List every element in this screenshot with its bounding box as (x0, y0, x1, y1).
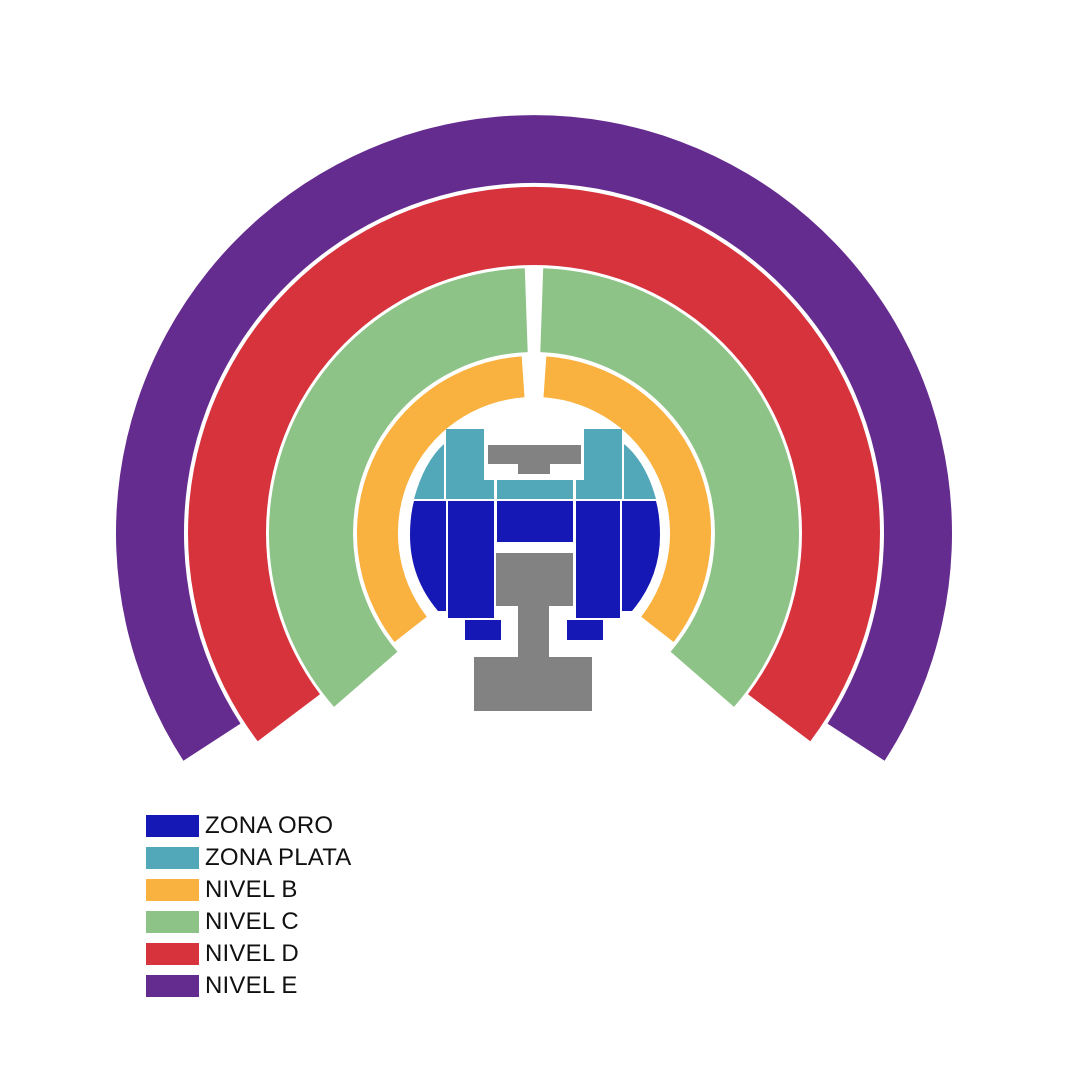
legend-label-zona-plata: ZONA PLATA (205, 844, 352, 871)
legend: ZONA ORO ZONA PLATA NIVEL B NIVEL C NIVE… (146, 810, 351, 1002)
legend-label-nivel-d: NIVEL D (205, 940, 299, 967)
legend-swatch-zona-plata (146, 847, 199, 869)
section-zona-plata-4[interactable] (497, 480, 573, 499)
legend-swatch-nivel-b (146, 879, 199, 901)
section-zona-oro-4[interactable] (576, 501, 620, 618)
legend-item-nivel-d: NIVEL D (146, 938, 351, 970)
legend-label-nivel-e: NIVEL E (205, 972, 298, 999)
section-nivel-e[interactable] (115, 115, 952, 761)
legend-item-zona-plata: ZONA PLATA (146, 842, 351, 874)
stage-top-connector (518, 462, 550, 474)
section-zona-oro-6[interactable] (465, 620, 501, 640)
section-zona-plata-3[interactable] (484, 480, 494, 499)
legend-item-nivel-e: NIVEL E (146, 970, 351, 1002)
legend-item-zona-oro: ZONA ORO (146, 810, 351, 842)
legend-swatch-nivel-c (146, 911, 199, 933)
section-nivel-c-right[interactable] (540, 268, 800, 707)
section-zona-oro-2[interactable] (448, 501, 494, 618)
section-zona-plata-5[interactable] (576, 480, 584, 499)
stage-bottom-platform (474, 657, 592, 711)
stage-runway (518, 604, 549, 659)
section-zona-plata-2[interactable] (446, 429, 484, 499)
section-nivel-b-left[interactable] (356, 356, 525, 642)
legend-swatch-nivel-d (146, 943, 199, 965)
legend-swatch-zona-oro (146, 815, 199, 837)
legend-swatch-nivel-e (146, 975, 199, 997)
section-nivel-c-left[interactable] (268, 268, 528, 707)
section-nivel-b-right[interactable] (543, 356, 712, 642)
legend-item-nivel-c: NIVEL C (146, 906, 351, 938)
legend-label-nivel-c: NIVEL C (205, 908, 299, 935)
section-zona-plata-7[interactable] (624, 444, 656, 499)
section-zona-oro-1[interactable] (410, 501, 446, 611)
legend-label-zona-oro: ZONA ORO (205, 812, 334, 839)
stage-main (496, 553, 573, 606)
legend-item-nivel-b: NIVEL B (146, 874, 351, 906)
section-nivel-d[interactable] (188, 186, 880, 742)
section-zona-plata-6[interactable] (584, 429, 622, 499)
section-zona-plata-1[interactable] (414, 444, 444, 499)
section-zona-oro-5[interactable] (622, 501, 660, 611)
legend-label-nivel-b: NIVEL B (205, 876, 298, 903)
section-zona-oro-3[interactable] (497, 501, 573, 542)
section-zona-oro-7[interactable] (567, 620, 603, 640)
stage-top-platform (488, 445, 581, 464)
